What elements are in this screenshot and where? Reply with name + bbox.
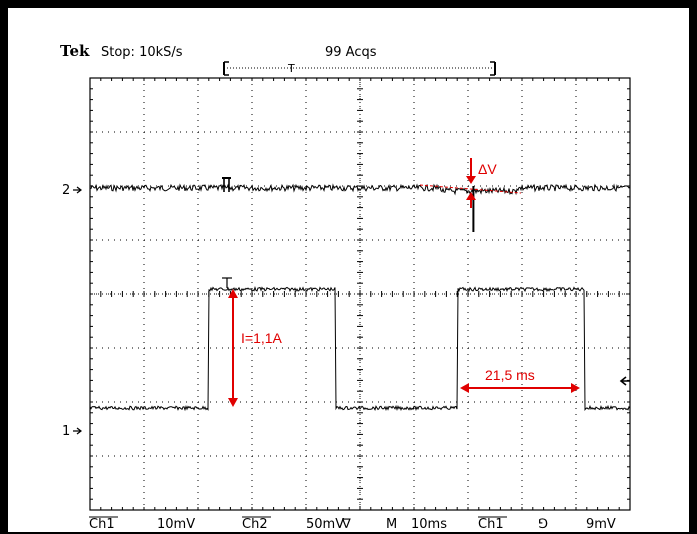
- ch2-coupling-icon: ∇: [341, 517, 351, 532]
- delta-v-label: ΔV: [478, 161, 497, 177]
- graticule: [89, 77, 631, 511]
- record-window-bracket: T: [223, 61, 496, 76]
- ch1-trace: [89, 286, 631, 412]
- ch1-trigger-point-marker: [222, 277, 232, 288]
- bottom-status-bar: Ch1 10mV Ch2 50mV ∇ M 10ms Ch1 ⅁ 9mV: [89, 516, 616, 532]
- acquisition-count: 99 Acqs: [325, 45, 377, 60]
- delta-v-arrow-icon: [419, 158, 522, 208]
- screen-background: [6, 6, 691, 534]
- brand-label: Tek: [60, 42, 90, 60]
- traces: [89, 183, 631, 412]
- ch1-marker: 1: [62, 424, 82, 439]
- ch2-marker: 2: [62, 183, 82, 198]
- pulse-width-arrow-icon: [460, 383, 580, 393]
- status-label: Stop: 10kS/s: [101, 45, 183, 60]
- svg-text:1: 1: [62, 424, 70, 439]
- trigger-slope-icon: ⅁: [538, 517, 548, 532]
- pulse-width-label: 21,5 ms: [485, 367, 535, 383]
- trigger-level: 9mV: [586, 517, 616, 532]
- ch1-label: Ch1: [89, 517, 115, 532]
- trigger-source: Ch1: [478, 517, 504, 532]
- current-label: I=1,1A: [241, 330, 283, 346]
- annotations: ΔV I=1,1A 21,5 ms: [228, 158, 580, 407]
- screen-frame: [4, 4, 693, 534]
- time-mode: M: [386, 517, 397, 532]
- current-arrow-icon: [228, 289, 238, 407]
- time-scale: 10ms: [411, 517, 447, 532]
- ch2-trace: [89, 183, 631, 196]
- ch2-trigger-point-marker: [222, 177, 231, 192]
- trigger-level-arrow-icon: [619, 376, 630, 386]
- ch2-scale: 50mV: [306, 517, 344, 532]
- ch1-scale: 10mV: [157, 517, 195, 532]
- record-trigger-marker: T: [287, 62, 295, 75]
- svg-text:2: 2: [62, 183, 70, 198]
- ch2-label: Ch2: [242, 517, 268, 532]
